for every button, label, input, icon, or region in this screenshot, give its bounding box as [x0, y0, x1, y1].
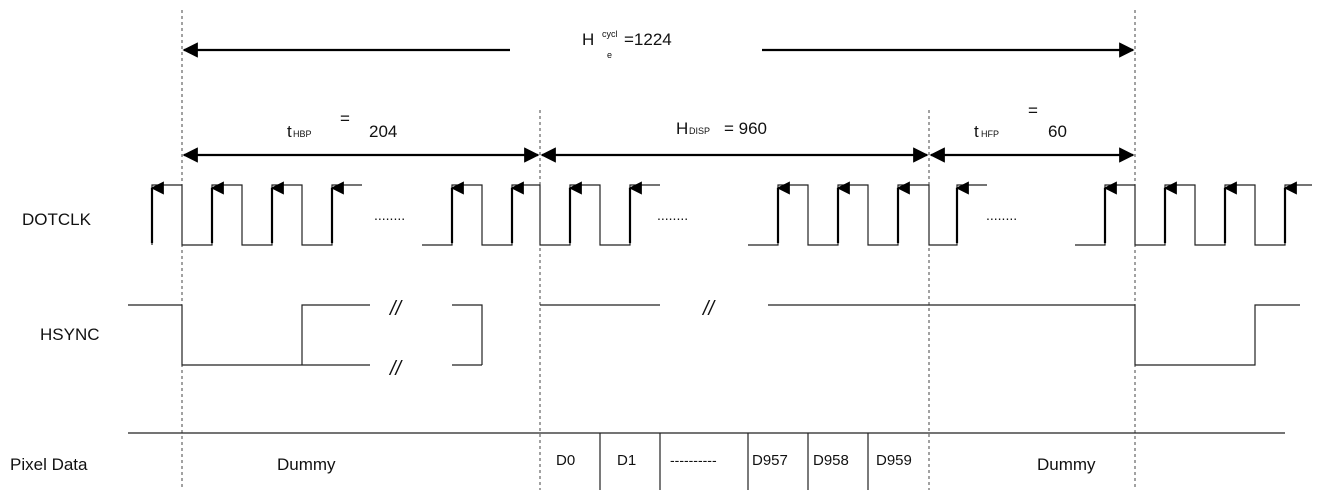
- hdisp-label-h: H: [676, 119, 688, 138]
- hfp-label-sub: HFP: [981, 129, 999, 139]
- h-cycle-label-prefix: H: [582, 30, 594, 49]
- dotclk-continuation-3: ........: [986, 207, 1017, 223]
- dotclk-waveform: [151, 184, 1312, 246]
- pixel-cell-dummy-left: Dummy: [277, 455, 336, 474]
- hsync-waveform-middle: [540, 304, 1300, 366]
- hbp-label-sub: HBP: [293, 129, 312, 139]
- dotclk-continuation-1: ........: [374, 207, 405, 223]
- hfp-label-t: t: [974, 122, 979, 141]
- hsync-waveform-upper: [128, 304, 483, 365]
- h-cycle-label-sub-top: cycl: [602, 29, 618, 39]
- pixel-cell-dummy-right: Dummy: [1037, 455, 1096, 474]
- h-cycle-label-sub-bottom: e: [607, 50, 612, 60]
- hdisp-label-sub: DISP: [689, 126, 710, 136]
- hbp-label-t: t: [287, 122, 292, 141]
- pixel-cell-dots: ----------: [670, 452, 717, 468]
- hdisp-value: = 960: [724, 119, 767, 138]
- hbp-label-eq: =: [340, 109, 350, 128]
- hsync-label: HSYNC: [40, 325, 100, 344]
- h-cycle-value: =1224: [624, 30, 672, 49]
- pixel-cell-d0: D0: [556, 452, 575, 469]
- hsync-break-mark: //: [388, 298, 404, 320]
- pixel-data-label: Pixel Data: [10, 455, 88, 474]
- pixel-cell-d959: D959: [876, 452, 912, 469]
- dotclk-label: DOTCLK: [22, 210, 92, 229]
- hbp-value: 204: [369, 122, 397, 141]
- hsync-break-mark: //: [388, 358, 404, 380]
- dotclk-continuation-2: ........: [657, 207, 688, 223]
- hfp-value: 60: [1048, 122, 1067, 141]
- pixel-cell-d957: D957: [752, 452, 788, 469]
- hfp-label-eq: =: [1028, 101, 1038, 120]
- pixel-cell-d958: D958: [813, 452, 849, 469]
- pixel-cell-d1: D1: [617, 452, 636, 469]
- hsync-break-mark: //: [701, 298, 717, 320]
- hsync-waveform-lower: [181, 305, 482, 366]
